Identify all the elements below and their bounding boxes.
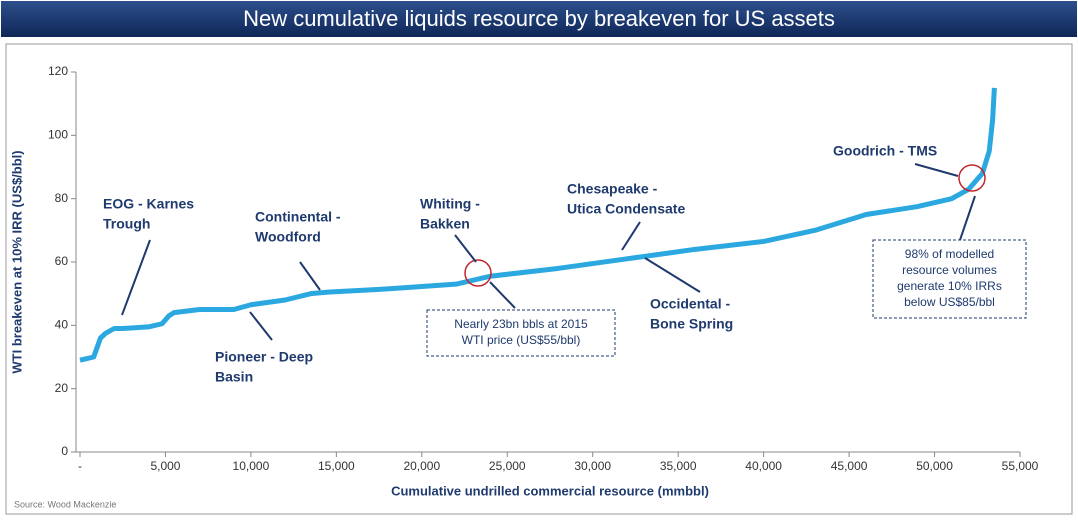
chart-frame <box>5 43 1073 515</box>
y-tick-label: 20 <box>55 381 69 395</box>
annotation-arrow <box>299 261 321 291</box>
annotation-arrow <box>914 163 959 177</box>
annotation-text: Woodford <box>255 229 321 245</box>
y-tick-label: 100 <box>48 128 68 142</box>
title-banner <box>1 1 1077 37</box>
note-text: generate 10% IRRs <box>897 279 1002 293</box>
annotation-text: Whiting - <box>420 196 480 212</box>
x-tick-label: - <box>78 459 82 473</box>
note-box <box>872 239 1027 319</box>
annotation-arrow <box>454 234 477 263</box>
y-tick-label: 120 <box>48 64 68 78</box>
x-tick-label: 10,000 <box>233 459 270 473</box>
y-tick-label: 80 <box>55 191 69 205</box>
annotation-text: EOG - Karnes <box>103 196 194 212</box>
annotation-text: Basin <box>215 369 253 385</box>
x-tick-label: 25,000 <box>489 459 526 473</box>
x-tick-label: 20,000 <box>403 459 440 473</box>
y-axis-label: WTI breakeven at 10% IRR (US$/bbl) <box>9 150 24 373</box>
x-tick-label: 50,000 <box>916 459 953 473</box>
chart-title: New cumulative liquids resource by break… <box>243 6 835 31</box>
highlight-circle <box>464 259 492 287</box>
annotation-text: Occidental - <box>650 296 730 312</box>
annotation-text: Bone Spring <box>650 316 733 332</box>
annotation-text: Chesapeake - <box>567 181 658 197</box>
data-line <box>79 87 997 363</box>
annotation-arrow <box>644 257 701 293</box>
annotation-text: Utica Condensate <box>567 201 685 217</box>
x-tick-label: 30,000 <box>574 459 611 473</box>
note-text: 98% of modelled <box>905 247 994 261</box>
x-tick-label: 55,000 <box>1002 459 1039 473</box>
x-axis-label: Cumulative undrilled commercial resource… <box>391 483 709 498</box>
note-arrow <box>489 281 516 309</box>
note-text: resource volumes <box>902 263 997 277</box>
annotation-arrow <box>121 239 151 316</box>
note-text: WTI price (US$55/bbl) <box>462 333 581 347</box>
note-text: Nearly 23bn bbls at 2015 <box>454 317 588 331</box>
note-box <box>426 309 616 357</box>
note-text: below US$85/bbl <box>904 295 995 309</box>
x-tick-label: 5,000 <box>150 459 180 473</box>
annotation-arrow <box>249 311 273 341</box>
annotation-arrow <box>621 221 641 251</box>
note-arrow <box>959 195 976 241</box>
annotation-text: Pioneer - Deep <box>215 349 313 365</box>
y-tick-label: 40 <box>55 318 69 332</box>
highlight-circle <box>958 164 986 192</box>
x-tick-label: 35,000 <box>660 459 697 473</box>
x-tick-label: 40,000 <box>745 459 782 473</box>
annotation-text: Trough <box>103 216 150 232</box>
y-tick-label: 0 <box>61 444 68 458</box>
x-tick-label: 15,000 <box>318 459 355 473</box>
y-tick-label: 60 <box>55 254 69 268</box>
source-note: Source: Wood Mackenzie <box>14 499 116 509</box>
annotation-text: Goodrich - TMS <box>833 143 937 159</box>
annotation-text: Continental - <box>255 209 341 225</box>
annotation-text: Bakken <box>420 216 470 232</box>
x-tick-label: 45,000 <box>831 459 868 473</box>
